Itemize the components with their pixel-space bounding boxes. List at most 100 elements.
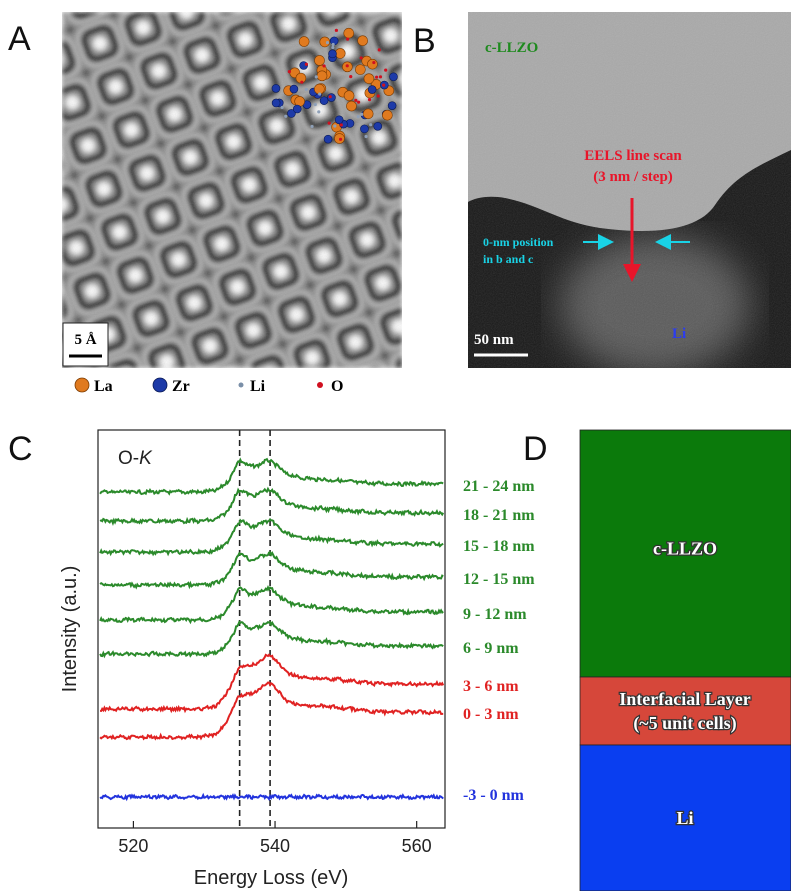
atom (280, 105, 284, 110)
atom (325, 40, 330, 45)
legend-label: O (331, 378, 343, 395)
atom (319, 36, 331, 48)
layer (579, 744, 791, 891)
atom (300, 80, 304, 84)
legend-label: La (94, 378, 113, 395)
legend-label: Zr (172, 378, 190, 395)
layer (579, 676, 791, 746)
atom (304, 62, 308, 66)
atom (334, 115, 344, 125)
atom (316, 70, 328, 82)
scan-label: EELS line scan (584, 148, 682, 164)
atom (360, 124, 369, 134)
x-tick-label: 540 (260, 836, 290, 856)
haadf-image (468, 12, 791, 368)
atom (318, 92, 322, 96)
atom (319, 96, 329, 105)
atom (372, 60, 376, 65)
atom (333, 124, 337, 128)
atom (367, 85, 377, 94)
atom (334, 28, 339, 32)
x-tick-label: 560 (402, 836, 432, 856)
atom (328, 95, 332, 99)
atom (343, 27, 355, 39)
legend-swatch (152, 377, 168, 393)
atom (363, 73, 375, 84)
atom (382, 109, 393, 121)
atom (354, 98, 358, 102)
scan-step: (3 nm / step) (593, 169, 673, 185)
atom (338, 137, 343, 141)
scale-bar-label: 5 Å (74, 332, 96, 348)
atom (367, 58, 378, 70)
scale-bar-label: 50 nm (474, 332, 514, 348)
atom (375, 75, 379, 79)
atom (357, 35, 368, 47)
atom (271, 84, 281, 93)
atom (345, 64, 349, 68)
atom (333, 33, 337, 37)
atom (356, 115, 360, 119)
plot-frame (97, 429, 446, 829)
phase-label: c-LLZO (485, 40, 538, 56)
phase-label: Li (672, 326, 686, 342)
atom (313, 102, 317, 107)
atom (343, 90, 355, 101)
edge-label-text: O- (118, 448, 139, 469)
atom (323, 134, 333, 144)
layer-label: Interfacial Layer (619, 689, 750, 709)
atom (346, 100, 357, 112)
legend-swatch (74, 377, 90, 393)
atom (292, 104, 302, 114)
atom (369, 123, 373, 127)
atom (289, 84, 299, 94)
atom (360, 112, 364, 116)
edge-label: O-K (118, 448, 153, 469)
spectrum-label: 12 - 15 nm (463, 571, 535, 588)
panel-label: D (523, 430, 548, 468)
edge-label-italic: K (139, 448, 153, 469)
atom (271, 98, 281, 108)
atom (331, 42, 335, 47)
atom (331, 45, 335, 50)
spectrum (99, 550, 444, 590)
panel-label: B (413, 22, 436, 60)
spectrum-label: 21 - 24 nm (463, 478, 535, 495)
atom (387, 101, 397, 110)
atom (317, 110, 321, 114)
spectrum (99, 792, 444, 802)
spectrum (99, 681, 444, 741)
spectrum (99, 457, 444, 496)
atom (362, 108, 374, 120)
atom (384, 68, 388, 72)
spectrum-label: 3 - 6 nm (463, 678, 519, 695)
atom (322, 64, 326, 68)
atom (382, 83, 386, 87)
spectrum-label: 18 - 21 nm (463, 507, 535, 524)
spectrum-label: 15 - 18 nm (463, 538, 535, 555)
y-axis-label: Intensity (a.u.) (59, 566, 81, 693)
atom (327, 121, 331, 125)
atom (304, 87, 308, 92)
spectrum-label: -3 - 0 nm (463, 787, 525, 804)
spectrum (99, 486, 445, 526)
atom (377, 48, 381, 52)
atom (287, 109, 296, 118)
panel-label: A (8, 20, 31, 58)
layer-diagram: c-LLZO Interfacial Layer (~5 unit cells) Li (579, 429, 791, 891)
atom (364, 134, 368, 139)
atom (287, 70, 291, 74)
plot: 520 540 560 21 - 24 nm 18 - 21 nm 15 - 18 nm 1… (99, 430, 535, 856)
atom (349, 75, 353, 79)
hrtem-image (62, 12, 402, 368)
atom (367, 98, 372, 102)
panel-label: C (8, 430, 33, 468)
layer-label: Li (676, 808, 693, 828)
atom (314, 75, 318, 79)
spectrum (99, 517, 444, 557)
spectrum-label: 6 - 9 nm (463, 640, 519, 657)
atom (373, 121, 383, 131)
legend-swatch (238, 382, 244, 388)
x-tick-label: 520 (118, 836, 148, 856)
